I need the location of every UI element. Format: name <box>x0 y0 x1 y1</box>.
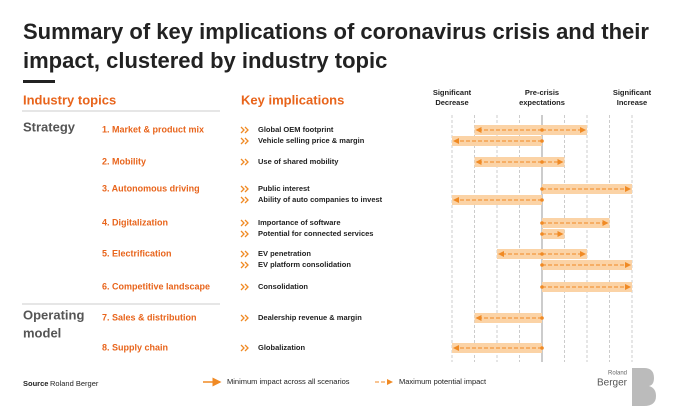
origin-dot <box>540 346 544 350</box>
chevron <box>240 126 249 134</box>
origin-dot <box>540 139 544 143</box>
column-header: Industry topics <box>23 92 116 107</box>
chevron <box>240 344 249 352</box>
implication-label: Use of shared mobility <box>258 157 339 166</box>
implication-label: Globalization <box>258 343 306 352</box>
origin-dot <box>540 285 544 289</box>
chevron <box>240 283 249 291</box>
implication-label: EV penetration <box>258 249 311 258</box>
origin-dot <box>540 252 544 256</box>
scale-label: Increase <box>617 98 647 107</box>
origin-dot <box>540 187 544 191</box>
topic-label: 2. Mobility <box>102 156 146 166</box>
topic-label: 7. Sales & distribution <box>102 312 197 322</box>
title: impact, clustered by industry topic <box>23 48 387 73</box>
implication-label: Potential for connected services <box>258 229 373 238</box>
source-text: Roland Berger <box>50 379 99 388</box>
scale-label: Significant <box>433 88 472 97</box>
group-label: model <box>23 325 61 340</box>
topic-label: 3. Autonomous driving <box>102 183 200 193</box>
group-label: Operating <box>23 307 84 322</box>
title: Summary of key implications of coronavir… <box>23 19 649 44</box>
implication-label: Dealership revenue & margin <box>258 313 362 322</box>
column-header: Key implications <box>241 92 344 107</box>
chevron <box>240 158 249 166</box>
origin-dot <box>540 128 544 132</box>
scale-label: Significant <box>613 88 652 97</box>
chevron <box>240 261 249 269</box>
origin-dot <box>540 198 544 202</box>
origin-dot <box>540 221 544 225</box>
logo-text: Roland <box>608 371 627 377</box>
implication-label: Ability of auto companies to invest <box>258 195 383 204</box>
source-label: Source <box>23 379 48 388</box>
logo-text: Berger <box>597 378 628 389</box>
implication-label: Global OEM footprint <box>258 125 334 134</box>
topic-label: 5. Electrification <box>102 248 172 258</box>
implication-label: Public interest <box>258 184 310 193</box>
origin-dot <box>540 316 544 320</box>
impact-range <box>474 157 565 167</box>
topic-label: 6. Competitive landscape <box>102 281 210 291</box>
implication-label: Vehicle selling price & margin <box>258 136 365 145</box>
origin-dot <box>540 263 544 267</box>
topic-label: 8. Supply chain <box>102 342 168 352</box>
origin-dot <box>540 232 544 236</box>
legend-text: Minimum impact across all scenarios <box>227 377 350 386</box>
implication-label: Importance of software <box>258 218 341 227</box>
impact-range <box>542 229 565 239</box>
chevron <box>240 137 249 145</box>
chevron <box>240 250 249 258</box>
chevron <box>240 314 249 322</box>
title-rule <box>23 80 55 83</box>
chevron <box>240 196 249 204</box>
topic-label: 1. Market & product mix <box>102 124 204 134</box>
implication-label: EV platform consolidation <box>258 260 351 269</box>
chevron <box>240 219 249 227</box>
legend-text: Maximum potential impact <box>399 377 487 386</box>
impact-range <box>474 125 587 135</box>
chevron <box>240 185 249 193</box>
chevron <box>240 230 249 238</box>
scale-label: expectations <box>519 98 565 107</box>
topic-label: 4. Digitalization <box>102 217 168 227</box>
logo-mark <box>632 368 656 406</box>
scale-label: Decrease <box>435 98 468 107</box>
implication-label: Consolidation <box>258 282 308 291</box>
origin-dot <box>540 160 544 164</box>
scale-label: Pre-crisis <box>525 88 559 97</box>
group-label: Strategy <box>23 119 76 134</box>
